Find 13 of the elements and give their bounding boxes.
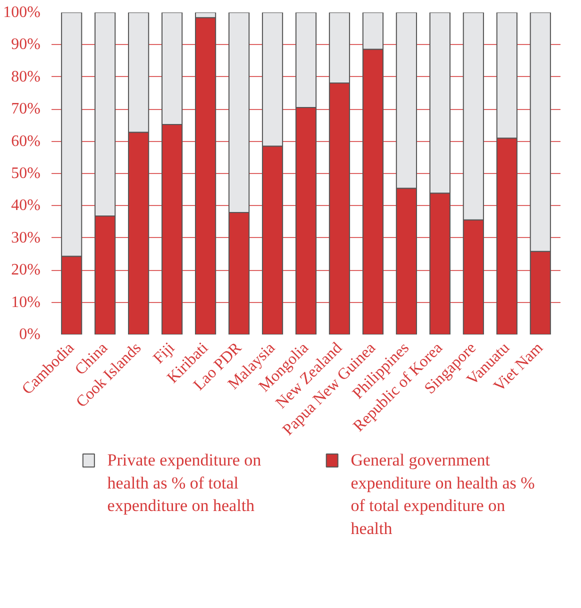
y-tick-label: 90%	[11, 36, 40, 54]
y-tick-label: 10%	[11, 294, 40, 311]
y-tick-label: 20%	[11, 262, 40, 279]
legend-label: General government expenditure on health as % of total expenditure on health	[350, 450, 535, 538]
y-tick-label: 40%	[11, 197, 40, 214]
y-tick-label: 80%	[11, 68, 40, 86]
y-tick-label: 30%	[11, 229, 40, 246]
legend-label: Private expenditure on health as % of total expenditure on health	[107, 450, 262, 516]
y-tick-label: 70%	[11, 100, 40, 118]
y-tick-label: 50%	[11, 165, 40, 182]
y-tick-label: 60%	[11, 132, 40, 150]
y-tick-label: 0%	[19, 326, 40, 343]
y-tick-label: 100%	[3, 4, 40, 21]
